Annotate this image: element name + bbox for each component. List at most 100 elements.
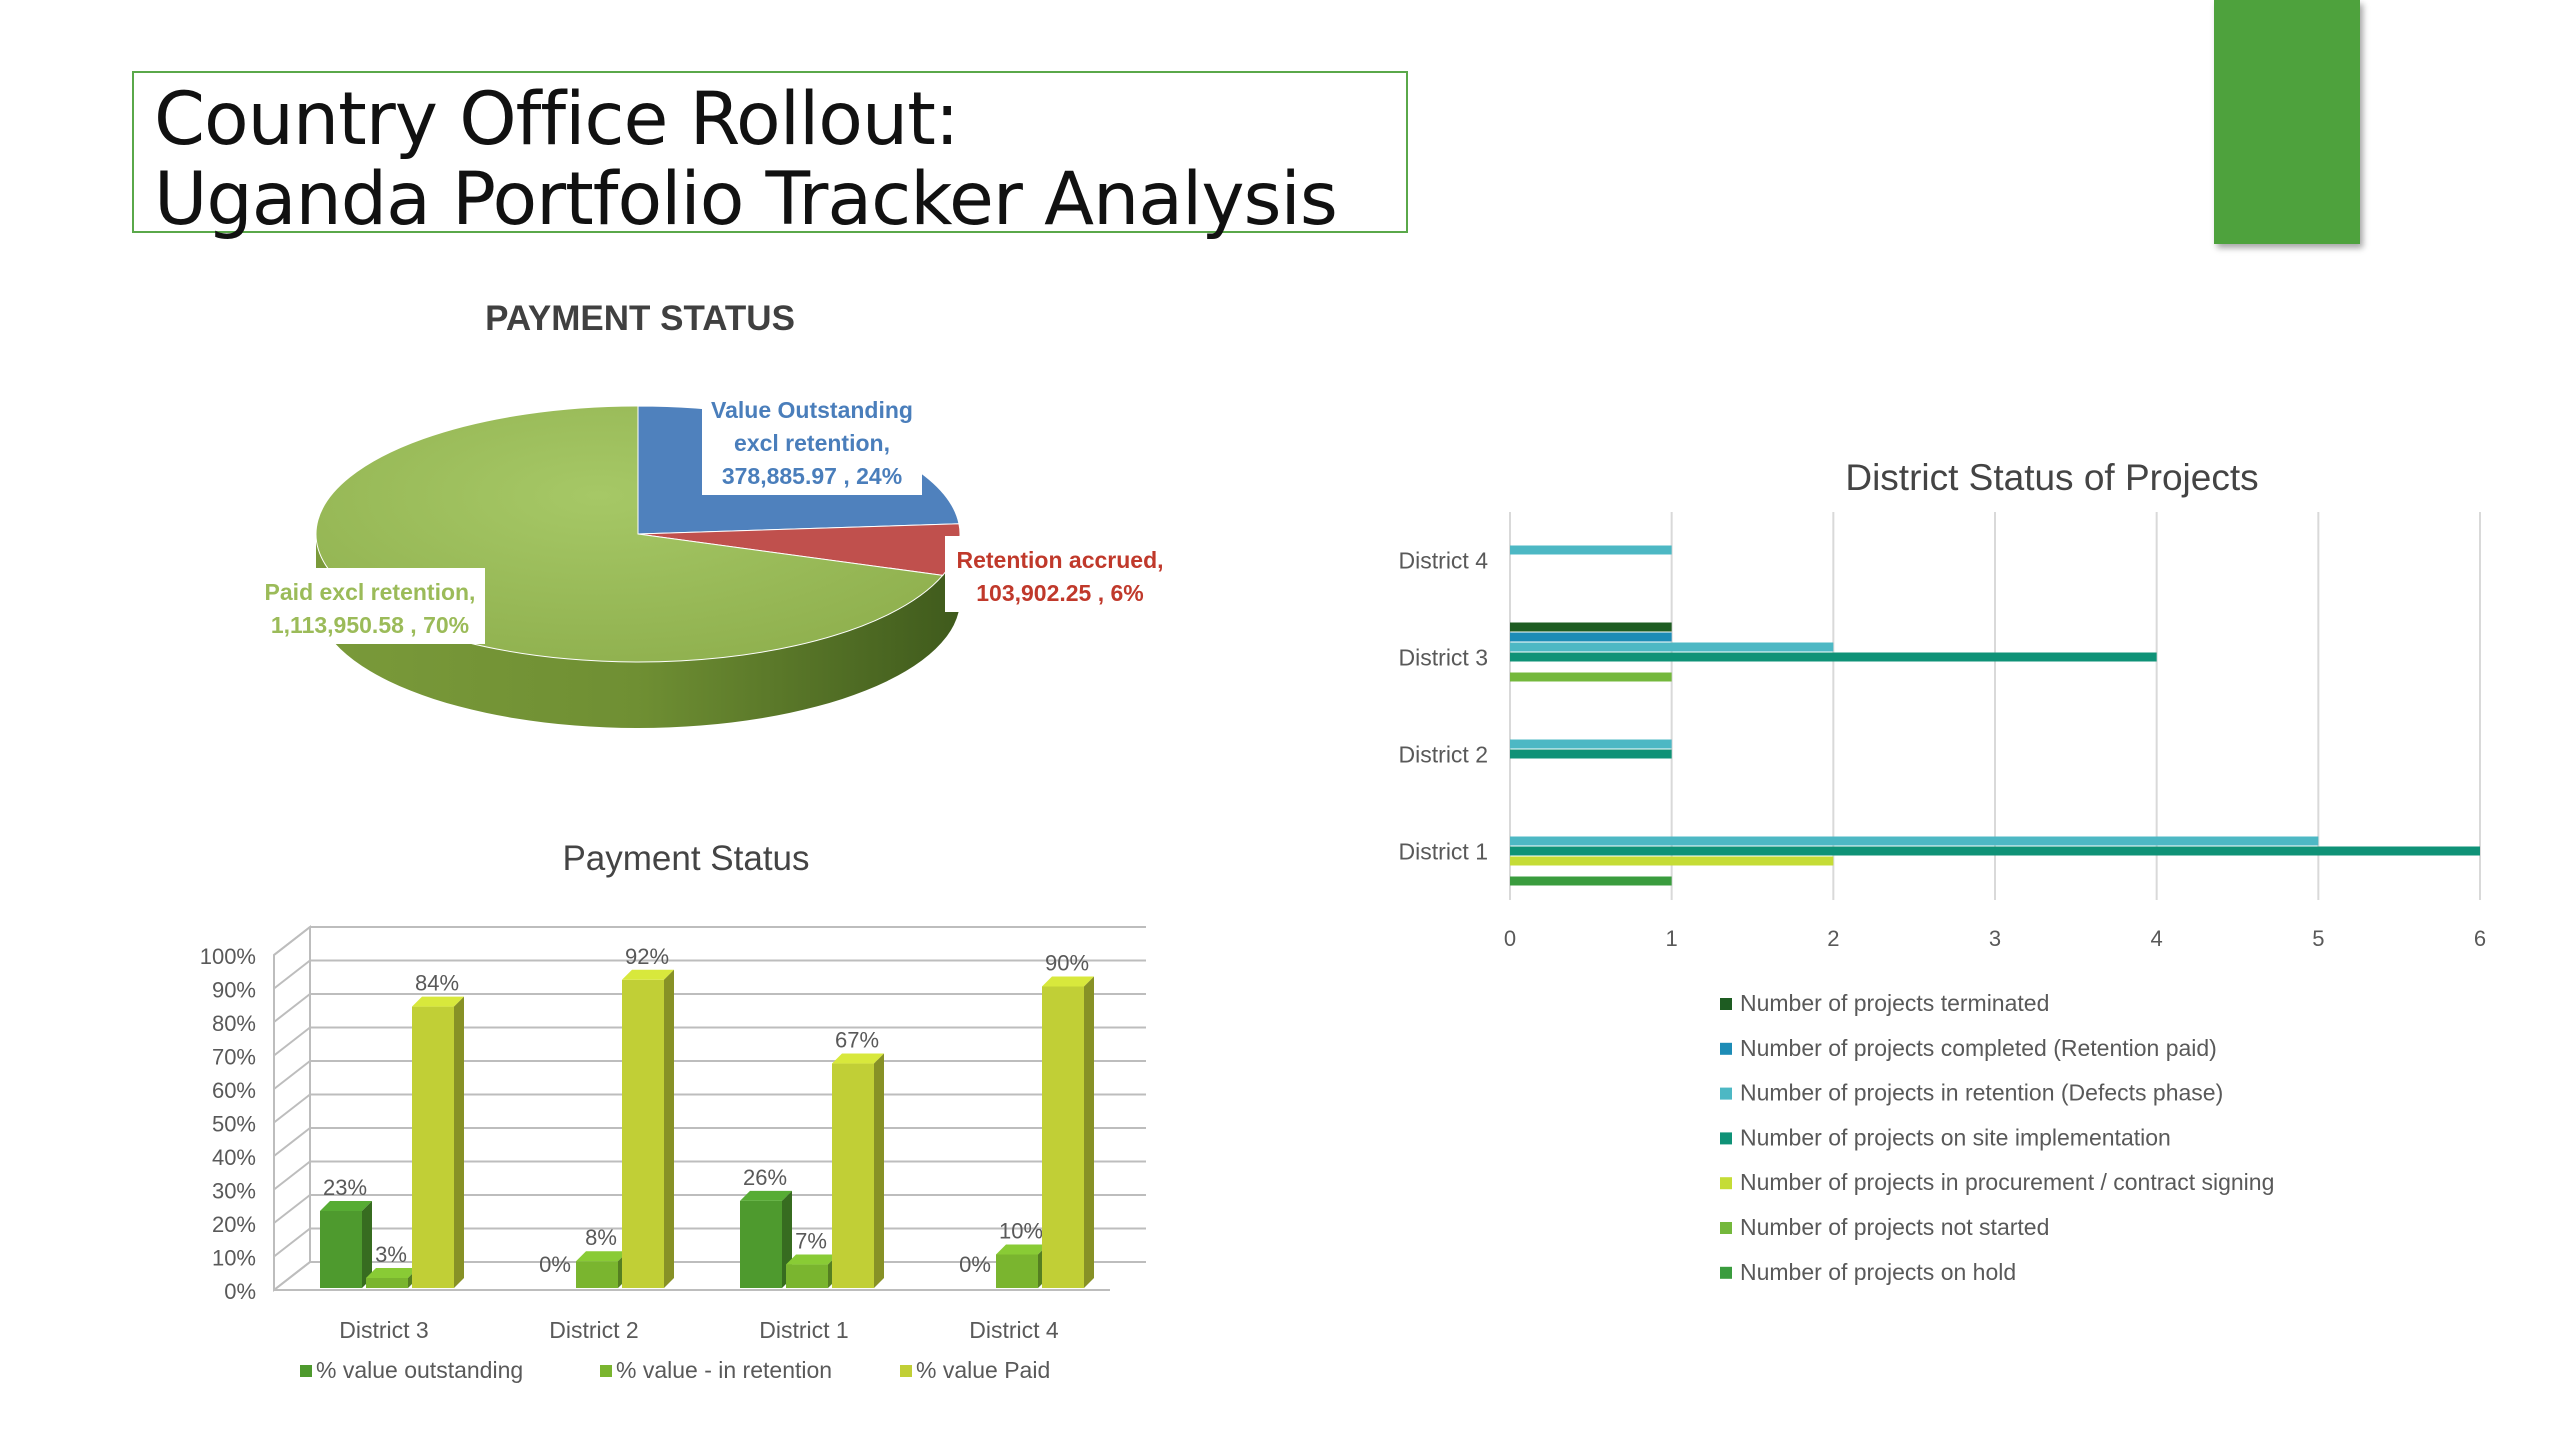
bar-category-label: District 2 [1399, 742, 1488, 768]
column-category-label: District 1 [759, 1317, 848, 1343]
bar-legend-swatch [1720, 998, 1732, 1010]
column-bar-top [576, 1251, 628, 1262]
column-bar-top [740, 1190, 792, 1201]
column-bar-front [576, 1261, 618, 1288]
column-bar-top [832, 1053, 884, 1064]
bar-x-tick-label: 4 [2151, 926, 2163, 951]
column-y-tick-label: 70% [212, 1045, 256, 1070]
column-y-tick-label: 80% [212, 1011, 256, 1036]
column-gridline-depth [273, 1060, 311, 1090]
bar-segment [1510, 652, 2157, 662]
column-bar-front [740, 1200, 782, 1288]
column-bar-top [366, 1267, 418, 1278]
column-bar-front [320, 1210, 362, 1288]
column-data-label: 23% [323, 1175, 367, 1200]
column-gridline-depth [273, 1093, 311, 1124]
pie-data-label: Paid excl retention, [265, 579, 476, 605]
column-bar-front [622, 979, 664, 1288]
column-data-label: 92% [625, 944, 669, 969]
slide-title-line-2: Uganda Portfolio Tracker Analysis [154, 157, 1338, 242]
pie-label-background [945, 536, 1175, 612]
bar-legend-label: Number of projects not started [1740, 1214, 2049, 1240]
column-bar-top [996, 1244, 1048, 1255]
payment-status-column-chart: Payment Status 0% 10% 20% 30% 40% 50% 60% 70% 80… [200, 839, 1146, 1383]
bar-x-tick-label: 2 [1827, 926, 1839, 951]
bar-x-tick-label: 0 [1504, 926, 1516, 951]
column-bar-side [362, 1200, 372, 1288]
bar-segment [1510, 672, 1672, 682]
pie-data-label: Retention accrued, [956, 547, 1163, 573]
bar-segment [1510, 749, 1672, 759]
bar-legend-label: Number of projects on site implementatio… [1740, 1124, 2171, 1150]
column-data-label: 7% [795, 1229, 827, 1254]
bar-chart-title: District Status of Projects [1845, 457, 2258, 498]
column-data-label: 67% [835, 1028, 879, 1053]
column-y-tick-label: 20% [212, 1212, 256, 1237]
column-gridline-depth [273, 1160, 311, 1191]
bar-legend-swatch [1720, 1087, 1732, 1100]
column-bar-front [996, 1254, 1038, 1288]
column-legend-swatch [600, 1365, 612, 1377]
bar-legend-swatch [1720, 1177, 1732, 1190]
column-y-tick-label: 30% [212, 1179, 256, 1204]
bar-legend-swatch [1720, 1042, 1732, 1055]
column-y-tick-label: 90% [212, 978, 256, 1003]
pie-data-label: Value Outstanding [711, 397, 913, 423]
column-bar-top [412, 996, 464, 1007]
column-legend-swatch [900, 1365, 912, 1377]
column-bar-top [622, 969, 674, 980]
column-data-label: 26% [743, 1165, 787, 1190]
column-y-tick-label: 60% [212, 1078, 256, 1103]
bar-segment [1510, 856, 1834, 866]
column-y-tick-label: 40% [212, 1145, 256, 1170]
bar-segment [1510, 545, 1672, 555]
column-gridline-depth [273, 1227, 311, 1258]
green-accent-rectangle [2214, 0, 2360, 244]
bar-segment [1510, 876, 1672, 886]
pie-data-label: 1,113,950.58 , 70% [271, 612, 469, 638]
column-legend-label: % value - in retention [616, 1357, 832, 1383]
column-y-tick-label: 50% [212, 1112, 256, 1137]
bar-legend-swatch [1720, 1132, 1732, 1145]
pie-label-background [702, 386, 922, 495]
column-gridline-depth [273, 1026, 311, 1057]
bar-category-label: District 4 [1399, 548, 1489, 574]
column-data-label: 90% [1045, 951, 1089, 976]
bar-segment [1510, 846, 2480, 856]
column-category-label: District 4 [969, 1317, 1059, 1343]
column-data-label: 10% [999, 1219, 1043, 1244]
column-data-label: 0% [959, 1252, 991, 1277]
pie-label-background [255, 568, 485, 644]
bar-x-tick-label: 6 [2474, 926, 2486, 951]
column-gridline-depth [273, 959, 311, 990]
column-y-tick-label: 10% [212, 1246, 256, 1271]
pie-data-label: excl retention, [734, 430, 890, 456]
slide-title-line-1: Country Office Rollout: [154, 77, 959, 162]
slide-title-box: Country Office Rollout: Uganda Portfolio… [132, 71, 1408, 242]
column-bar-side [1084, 976, 1094, 1288]
pie-data-label: 378,885.97 , 24% [722, 463, 902, 489]
column-category-label: District 3 [339, 1317, 428, 1343]
bar-category-label: District 1 [1399, 839, 1488, 865]
bar-legend-swatch [1720, 1266, 1732, 1279]
bar-legend-label: Number of projects on hold [1740, 1259, 2016, 1285]
column-gridline-depth [273, 993, 311, 1023]
column-legend-label: % value outstanding [316, 1357, 523, 1383]
pie-data-label: 103,902.25 , 6% [976, 580, 1144, 606]
pie-3d-side [316, 534, 960, 728]
column-bar-top [786, 1254, 838, 1265]
bar-legend-label: Number of projects terminated [1740, 990, 2049, 1016]
column-bar-side [454, 996, 464, 1288]
pie-chart-title: PAYMENT STATUS [485, 299, 795, 338]
column-y-tick-label: 0% [224, 1279, 256, 1304]
column-bar-front [786, 1264, 828, 1288]
column-gridline-depth [273, 1261, 311, 1291]
column-data-label: 3% [375, 1242, 407, 1267]
column-bar-side [664, 969, 674, 1288]
bar-segment [1510, 836, 2319, 846]
column-data-label: 8% [585, 1225, 617, 1250]
bar-segment [1510, 622, 1672, 632]
column-gridline-depth [273, 926, 311, 956]
column-bar-top [1042, 976, 1094, 987]
